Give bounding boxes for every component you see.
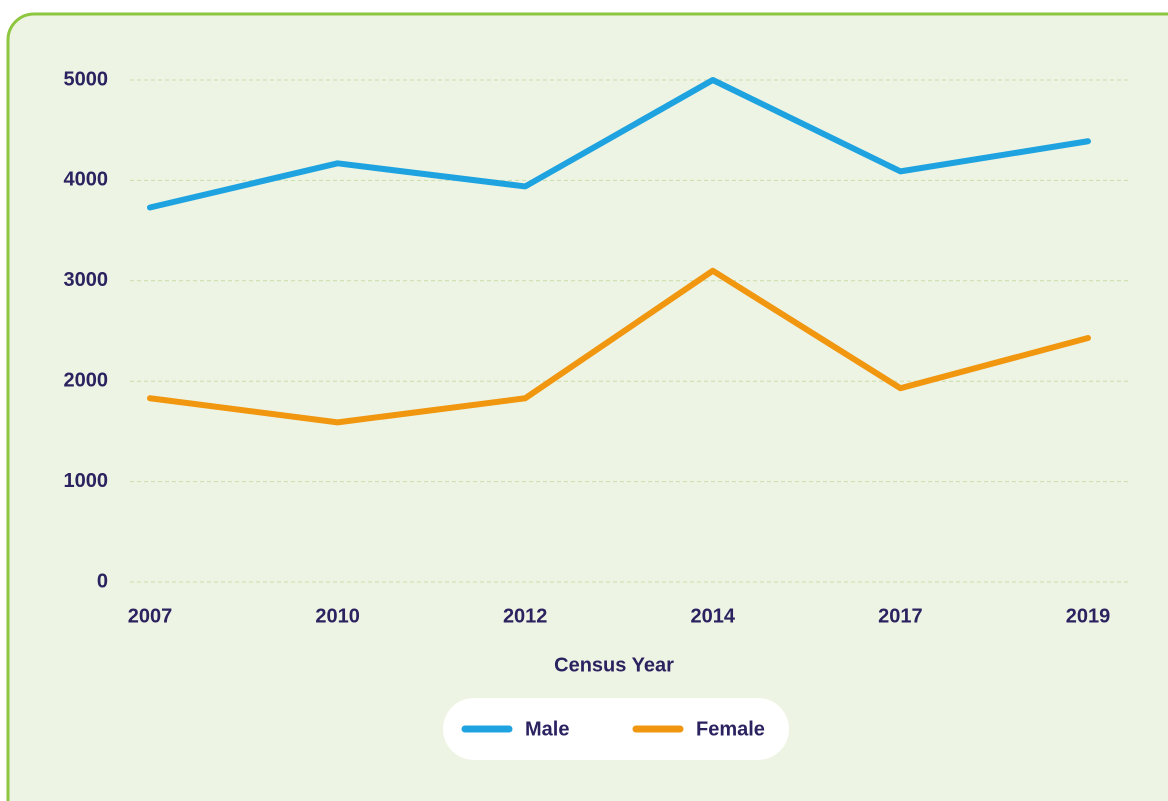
y-tick-label: 5000	[64, 68, 109, 90]
y-tick-label: 1000	[64, 470, 109, 492]
y-tick-label: 0	[97, 570, 108, 592]
x-tick-label: 2012	[503, 605, 548, 627]
y-tick-label: 4000	[64, 169, 109, 191]
y-tick-label: 2000	[64, 369, 109, 391]
x-tick-label: 2019	[1066, 605, 1111, 627]
x-tick-label: 2007	[128, 605, 173, 627]
x-tick-label: 2014	[691, 605, 736, 627]
y-tick-label: 3000	[64, 269, 109, 291]
chart-panel	[6, 12, 1168, 801]
series-line	[147, 77, 1091, 211]
x-tick-label: 2017	[878, 605, 923, 627]
series-line	[147, 267, 1091, 426]
legend	[443, 698, 789, 760]
x-tick-label: 2010	[315, 605, 360, 627]
legend-label: Female	[696, 718, 765, 740]
legend-label: Male	[525, 718, 569, 740]
x-axis-label: Census Year	[554, 654, 674, 676]
